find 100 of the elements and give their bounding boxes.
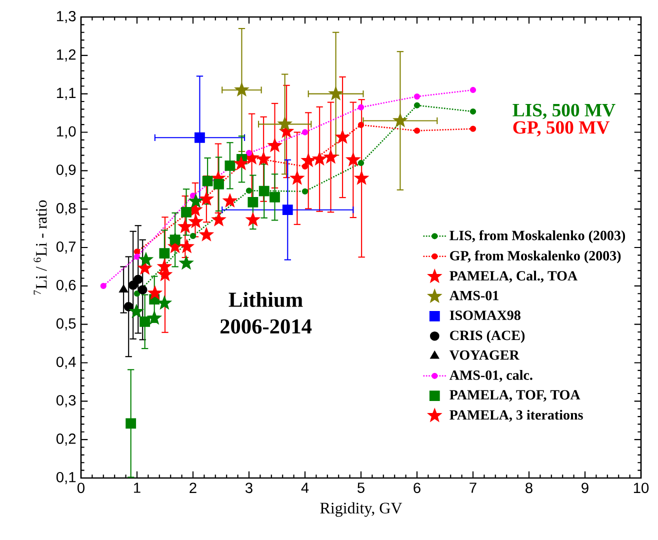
point <box>393 113 408 127</box>
point <box>119 284 128 293</box>
x-tick-label: 6 <box>414 482 420 494</box>
y-tick-label: 0,8 <box>56 203 76 216</box>
point <box>246 150 252 156</box>
point <box>148 286 162 300</box>
legend-label: GP, from Moskalenko (2003) <box>450 250 621 264</box>
legend-label: PAMELA, 3 iterations <box>450 410 583 422</box>
y-tick-label: 0,1 <box>56 472 76 484</box>
x-axis-title: Rigidity, GV <box>320 502 402 517</box>
point <box>128 280 138 290</box>
point <box>282 204 293 216</box>
x-tick-label: 4 <box>301 482 309 493</box>
point <box>178 219 192 233</box>
point <box>134 254 140 260</box>
legend-label: VOYAGER <box>450 350 520 360</box>
y-axis-title: $^{7}$Li / $^{6}$Li - ratio <box>34 200 47 295</box>
legend-label: PAMELA, Cal., TOA <box>450 270 578 283</box>
x-tick-label: 8 <box>526 482 532 494</box>
point <box>234 82 249 96</box>
legend-label: AMS-01, calc. <box>450 370 532 382</box>
point <box>180 239 194 253</box>
point <box>336 130 350 144</box>
point <box>301 153 316 167</box>
x-tick-label: 5 <box>358 482 364 493</box>
point <box>470 86 476 94</box>
point <box>124 302 134 312</box>
annotation: GP, 500 MV <box>513 121 610 136</box>
point <box>324 150 338 164</box>
point <box>214 178 224 190</box>
point <box>181 206 192 218</box>
point <box>147 310 162 324</box>
point <box>138 252 153 266</box>
point <box>129 304 144 318</box>
legend-label: PAMELA, TOF, TOA <box>450 390 580 402</box>
point <box>190 232 196 240</box>
point <box>312 152 327 166</box>
point <box>414 93 420 100</box>
annotation: Lithium 2006-2014 <box>220 292 312 334</box>
y-tick-label: 0,3 <box>56 395 76 408</box>
point <box>222 194 237 208</box>
legend-label: CRIS (ACE) <box>450 330 525 343</box>
point <box>134 248 140 255</box>
point <box>168 232 182 246</box>
y-tick-label: 1,0 <box>57 126 76 138</box>
point <box>248 196 258 208</box>
y-tick-label: 0,5 <box>56 318 76 330</box>
point <box>346 152 360 166</box>
y-tick-label: 0,2 <box>56 434 76 446</box>
point <box>179 256 194 270</box>
point <box>199 192 214 206</box>
point <box>270 192 280 202</box>
point <box>188 194 203 208</box>
point <box>140 316 150 327</box>
y-tick-label: 1,3 <box>57 10 76 24</box>
annotation: LIS, 500 MV <box>512 104 616 120</box>
point <box>100 282 106 289</box>
y-tick-label: 0,6 <box>56 280 76 292</box>
point <box>234 156 248 170</box>
point <box>354 171 369 184</box>
x-tick-label: 9 <box>582 482 588 494</box>
point <box>302 188 308 194</box>
y-tick-label: 1,1 <box>57 88 76 100</box>
point <box>199 227 214 241</box>
legend-label: LIS, from Moskalenko (2003) <box>450 230 626 244</box>
x-tick-label: 1 <box>134 482 140 493</box>
y-tick-label: 0,9 <box>56 164 76 177</box>
point <box>358 160 364 166</box>
point <box>133 274 143 284</box>
x-tick-label: 0 <box>77 482 84 494</box>
legend-label: AMS-01 <box>450 290 498 300</box>
point <box>328 86 343 100</box>
point <box>138 285 148 294</box>
point <box>470 108 476 115</box>
point <box>188 214 203 228</box>
point <box>268 138 282 152</box>
x-tick-label: 3 <box>245 482 252 494</box>
point <box>157 259 172 273</box>
point <box>246 188 252 194</box>
point <box>278 116 292 130</box>
legend-label: ISOMAX98 <box>450 310 520 320</box>
x-tick-label: 10 <box>634 482 649 494</box>
point <box>470 126 476 132</box>
point <box>246 212 260 226</box>
x-tick-label: 7 <box>470 482 476 493</box>
point <box>414 102 420 108</box>
x-tick-label: 2 <box>190 482 196 493</box>
point <box>302 129 308 136</box>
point <box>358 122 364 128</box>
y-tick-label: 1,2 <box>57 49 76 62</box>
point <box>290 171 304 184</box>
point <box>414 128 420 134</box>
y-tick-label: 0,7 <box>56 241 76 254</box>
point <box>194 132 205 143</box>
point <box>134 290 140 297</box>
point <box>258 186 270 196</box>
point <box>256 152 271 166</box>
point <box>202 176 213 186</box>
point <box>159 248 170 258</box>
point <box>358 104 364 110</box>
